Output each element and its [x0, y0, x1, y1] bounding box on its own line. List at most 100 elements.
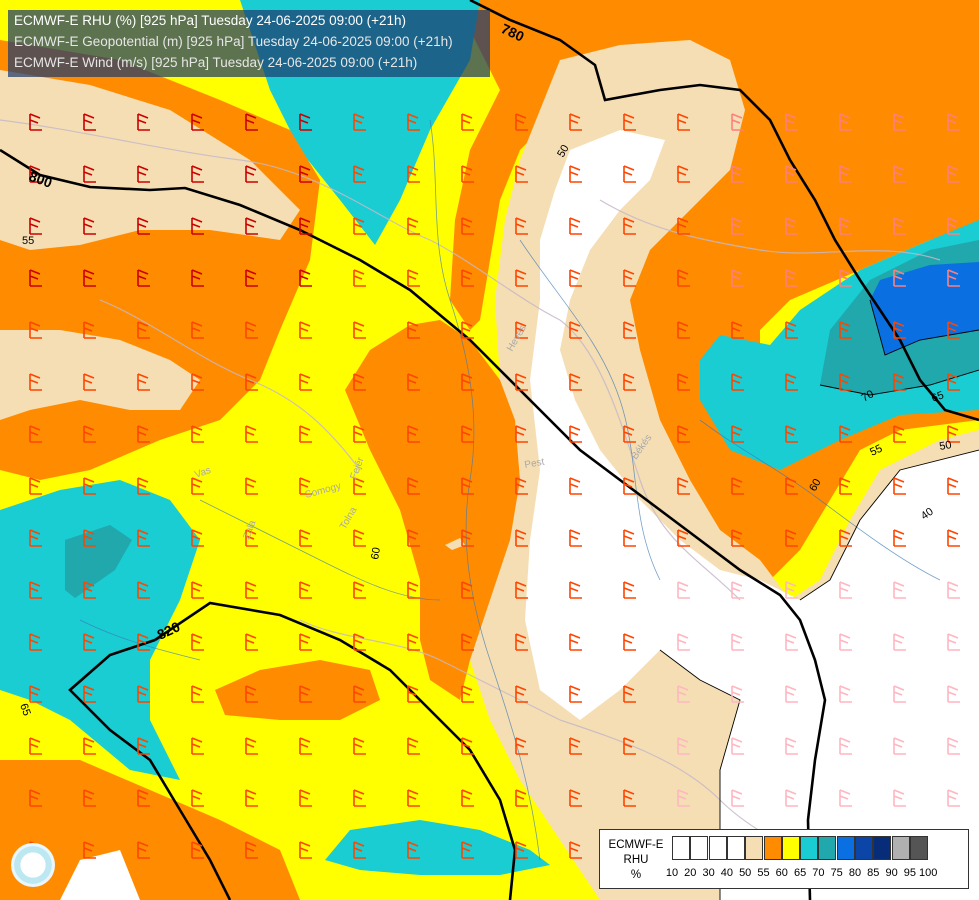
wind-barb: [839, 113, 852, 131]
rhu-field-orange-southwest: [215, 660, 380, 720]
wind-barb: [569, 685, 582, 703]
wind-barb: [83, 321, 96, 339]
wind-barb: [893, 685, 906, 703]
wind-barb: [515, 581, 528, 599]
rhu-label-60-central: 60: [369, 546, 383, 560]
wind-barb: [839, 269, 852, 287]
wind-barb: [137, 841, 150, 859]
wind-barb: [299, 841, 312, 859]
wind-barb: [353, 685, 366, 703]
wind-barb: [893, 633, 906, 651]
wind-barb: [677, 269, 690, 287]
wind-barb: [893, 217, 906, 235]
wind-barb: [677, 529, 690, 547]
wind-barb: [407, 685, 420, 703]
wind-barb: [839, 633, 852, 651]
wind-barb: [191, 633, 204, 651]
wind-barb: [191, 113, 204, 131]
wind-barb: [29, 685, 42, 703]
wind-barb: [893, 113, 906, 131]
wind-barb: [83, 789, 96, 807]
wind-barb: [137, 581, 150, 599]
wind-barb: [839, 165, 852, 183]
wind-barb: [677, 477, 690, 495]
wind-barb: [947, 789, 960, 807]
wind-barb: [569, 581, 582, 599]
legend-swatch: [745, 836, 764, 860]
rhu-legend: ECMWF-E RHU % 10 20 30 40 50 55 60 65 70 75 80 85 90…: [599, 829, 969, 889]
wind-barb: [515, 737, 528, 755]
wind-barb: [353, 425, 366, 443]
legend-title: ECMWF-E RHU %: [604, 838, 668, 883]
wind-barb: [83, 737, 96, 755]
wind-barb: [407, 165, 420, 183]
wind-barb: [893, 373, 906, 391]
legend-tick-label: 85: [867, 867, 880, 879]
wind-barb: [893, 529, 906, 547]
legend-tick-label: 65: [793, 867, 807, 879]
wind-barb: [569, 633, 582, 651]
wind-barb: [83, 113, 96, 131]
place-vas: Vas: [193, 465, 212, 481]
legend-tick-label: 70: [812, 867, 825, 879]
legend-tick-label: 10: [665, 867, 679, 879]
wind-barb: [515, 113, 528, 131]
rhu-field-teal-southwest: [65, 525, 132, 598]
legend-swatch: [708, 836, 727, 860]
wind-barb: [191, 737, 204, 755]
wind-barb: [677, 373, 690, 391]
wind-barb: [785, 581, 798, 599]
wind-barb: [731, 217, 744, 235]
wind-barb: [353, 633, 366, 651]
wind-barb: [191, 373, 204, 391]
wind-barb: [407, 321, 420, 339]
wind-barb: [515, 373, 528, 391]
rhu-label-50-top: 50: [555, 143, 572, 160]
wind-barb: [569, 165, 582, 183]
wind-barb: [137, 321, 150, 339]
wind-barb: [515, 477, 528, 495]
legend-tick-label: 30: [702, 867, 715, 879]
title-rhu: ECMWF-E RHU (%) [925 hPa] Tuesday 24-06-…: [14, 13, 407, 28]
wind-barb: [191, 269, 204, 287]
wind-barb: [407, 633, 420, 651]
wind-barb: [623, 685, 636, 703]
wind-barb: [29, 217, 42, 235]
legend-swatch: [891, 836, 910, 860]
rhu-label-65-sw: 65: [17, 702, 32, 718]
legend-swatch: [873, 836, 892, 860]
wind-barb: [569, 841, 582, 859]
wind-barb: [29, 789, 42, 807]
wind-barb: [83, 269, 96, 287]
wind-barb: [623, 269, 636, 287]
wind-barb: [461, 841, 474, 859]
wind-barb: [299, 633, 312, 651]
wind-barb: [947, 321, 960, 339]
wind-barb: [461, 269, 474, 287]
wind-barb: [245, 737, 258, 755]
wind-barb: [515, 529, 528, 547]
wind-barb: [785, 321, 798, 339]
wind-barb: [299, 217, 312, 235]
wind-barb: [839, 529, 852, 547]
wind-barb: [947, 633, 960, 651]
wind-barb: [29, 373, 42, 391]
wind-barb: [893, 477, 906, 495]
rhu-field-orange-central: [345, 320, 520, 700]
wind-barb: [407, 789, 420, 807]
wind-barb: [785, 737, 798, 755]
legend-tick-label: 75: [830, 867, 843, 879]
wind-barb: [245, 633, 258, 651]
rhu-field-cyan-southwest: [0, 480, 200, 780]
wind-barb: [677, 789, 690, 807]
rhu-label-70: 70: [860, 388, 877, 405]
wind-barb: [947, 529, 960, 547]
legend-tick-label: 60: [775, 867, 788, 879]
wind-barb: [83, 425, 96, 443]
rhu-field-white-southwest: [60, 850, 140, 900]
wind-barb: [353, 165, 366, 183]
wind-barb: [785, 789, 798, 807]
wind-barb: [515, 269, 528, 287]
rhu-label-55-west: 55: [22, 235, 34, 247]
wind-barb: [191, 321, 204, 339]
